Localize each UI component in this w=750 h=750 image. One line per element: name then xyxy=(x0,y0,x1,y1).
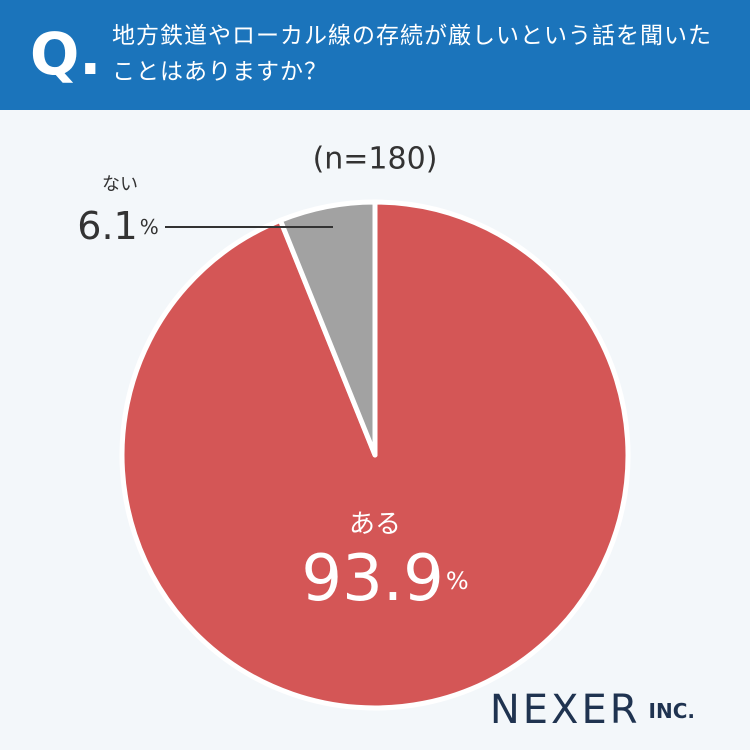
logo: NEXER INC. xyxy=(490,687,695,733)
slice-value: 6.1% xyxy=(77,204,158,248)
logo-suffix: INC. xyxy=(649,699,695,723)
pie-slice xyxy=(277,199,378,458)
slice-name: ある xyxy=(349,510,401,540)
q-mark: Q. xyxy=(30,20,102,88)
sample-size: (n=180) xyxy=(313,142,438,177)
value-unit: % xyxy=(446,567,469,595)
question-title: 地方鉄道やローカル線の存続が厳しいという話を聞いたことはありますか？ xyxy=(112,23,712,85)
value-unit: % xyxy=(140,215,159,239)
slice-value: 93.9% xyxy=(301,542,468,616)
value-number: 93.9 xyxy=(301,542,444,616)
logo-name: NEXER xyxy=(490,687,641,733)
slice-name: ない xyxy=(102,174,138,195)
value-number: 6.1 xyxy=(77,204,137,248)
header: Q. 地方鉄道やローカル線の存続が厳しいという話を聞いたことはありますか？ xyxy=(0,0,750,110)
